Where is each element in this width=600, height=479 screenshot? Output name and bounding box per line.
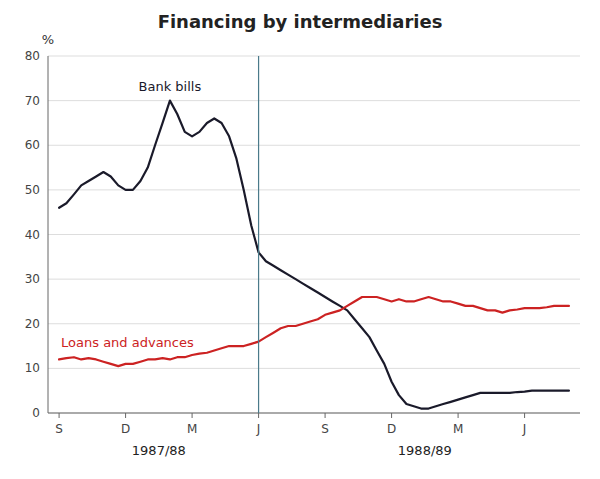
grid-line [48, 413, 580, 414]
year-label: 1987/88 [132, 443, 186, 458]
x-tick [125, 413, 126, 418]
grid-line [48, 368, 580, 369]
y-tick-label: 10 [25, 361, 40, 375]
chart: Financing by intermediaries% 0 10 20 30 40 50 6… [0, 0, 600, 479]
y-axis-line [48, 56, 49, 413]
y-tick-label: 30 [25, 272, 40, 286]
x-tick [59, 413, 60, 418]
divider-line [258, 56, 259, 413]
x-tick-label: M [453, 422, 463, 436]
series-label: Loans and advances [61, 335, 194, 350]
series-label: Bank bills [139, 79, 202, 94]
x-tick-label: S [321, 422, 329, 436]
x-tick [258, 413, 259, 418]
series-line [59, 101, 569, 409]
grid-line [48, 323, 580, 324]
grid-line [48, 145, 580, 146]
x-tick-label: S [55, 422, 63, 436]
y-tick-label: 20 [25, 317, 40, 331]
y-tick-label: 50 [25, 183, 40, 197]
x-tick-label: J [256, 422, 261, 436]
grid-line [48, 100, 580, 101]
y-tick-label: 0 [32, 406, 40, 420]
grid-line [48, 56, 580, 57]
grid-line [48, 234, 580, 235]
y-tick-label: 60 [25, 138, 40, 152]
grid-line [48, 279, 580, 280]
x-axis-line [48, 413, 580, 414]
plot-area [59, 56, 569, 413]
y-tick-label: 80 [25, 49, 40, 63]
x-tick-label: D [387, 422, 396, 436]
x-tick-label: M [187, 422, 197, 436]
x-tick [391, 413, 392, 418]
x-tick [458, 413, 459, 418]
y-label: % [42, 32, 54, 47]
x-tick [325, 413, 326, 418]
y-tick-label: 70 [25, 94, 40, 108]
x-tick-label: D [121, 422, 130, 436]
x-tick [192, 413, 193, 418]
series-line [59, 297, 569, 366]
x-tick [524, 413, 525, 418]
title: Financing by intermediaries [158, 11, 443, 32]
year-label: 1988/89 [398, 443, 452, 458]
y-tick-label: 40 [25, 228, 40, 242]
x-tick-label: J [522, 422, 527, 436]
